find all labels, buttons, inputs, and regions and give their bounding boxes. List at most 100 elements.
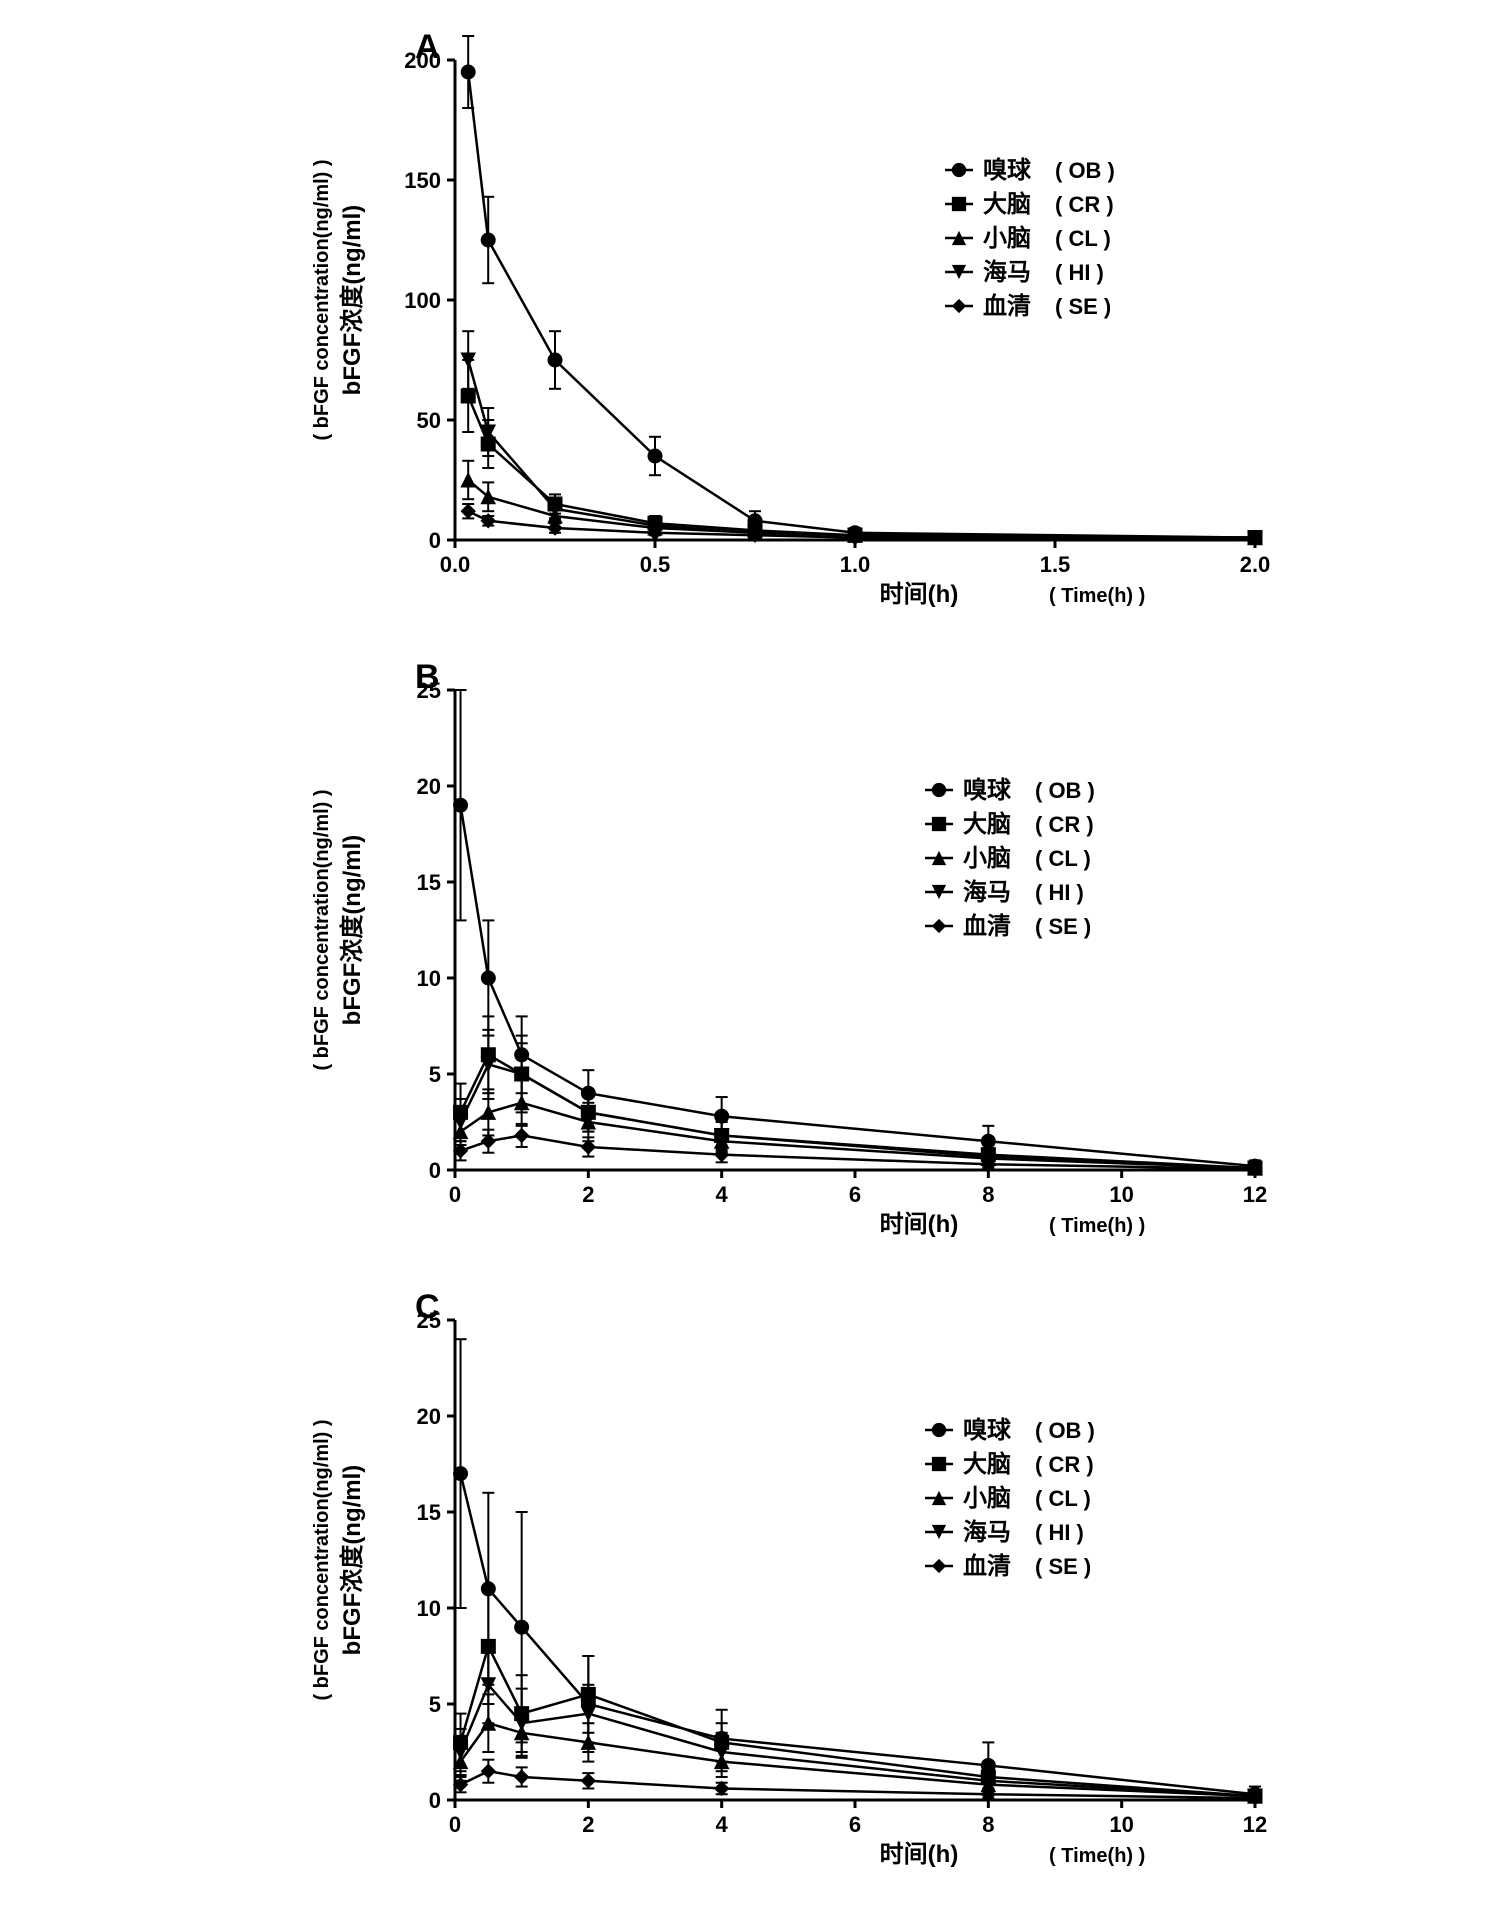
legend-label-cn: 血清 (983, 292, 1031, 320)
legend-label-en: ( OB ) (1035, 778, 1095, 803)
y-tick-label: 20 (416, 774, 440, 799)
y-tick-label: 25 (416, 1308, 440, 1333)
legend-label-en: ( CR ) (1055, 192, 1114, 217)
legend-label-en: ( HI ) (1035, 880, 1084, 905)
legend-marker-ob-icon (931, 1423, 945, 1437)
legend-label-en: ( OB ) (1035, 1418, 1095, 1443)
x-tick-label: 12 (1242, 1812, 1266, 1837)
series-line-se (460, 1771, 1254, 1798)
legend-marker-se-icon (951, 299, 965, 313)
y-tick-label: 0 (428, 528, 440, 553)
axes (455, 60, 1255, 540)
x-tick-label: 6 (848, 1182, 860, 1207)
x-tick-label: 10 (1109, 1812, 1133, 1837)
marker-se (481, 1764, 495, 1778)
x-axis-label-cn: 时间(h) (879, 1841, 958, 1868)
x-tick-label: 4 (715, 1182, 728, 1207)
x-tick-label: 1.0 (839, 552, 870, 577)
x-tick-label: 10 (1109, 1182, 1133, 1207)
y-axis-label-cn: bFGF浓度(ng/ml) (338, 1465, 366, 1656)
y-tick-label: 5 (428, 1062, 440, 1087)
marker-cl (481, 1105, 495, 1119)
x-tick-label: 2 (582, 1182, 594, 1207)
x-tick-label: 0 (448, 1812, 460, 1837)
legend-label-en: ( CL ) (1055, 226, 1111, 251)
legend-label-cn: 海马 (963, 878, 1011, 906)
legend-label-en: ( CR ) (1035, 812, 1094, 837)
marker-ob (514, 1620, 528, 1634)
legend-label-en: ( CL ) (1035, 846, 1091, 871)
x-tick-label: 2 (582, 1812, 594, 1837)
x-axis-label-en: ( Time(h) ) (1049, 1845, 1145, 1867)
legend-label-cn: 大脑 (963, 810, 1011, 838)
marker-ob (461, 65, 475, 79)
x-tick-label: 8 (982, 1812, 994, 1837)
legend-marker-se-icon (931, 1559, 945, 1573)
y-tick-label: 150 (404, 168, 441, 193)
legend-label-en: ( SE ) (1055, 294, 1111, 319)
legend-label-cn: 嗅球 (963, 777, 1012, 804)
y-tick-label: 15 (416, 870, 440, 895)
legend-label-en: ( HI ) (1055, 260, 1104, 285)
legend-marker-cr-icon (951, 197, 965, 211)
legend-marker-cr-icon (931, 817, 945, 831)
marker-ob (453, 798, 467, 812)
legend-label-cn: 小脑 (983, 224, 1031, 252)
x-tick-label: 0 (448, 1182, 460, 1207)
axes (455, 1320, 1255, 1800)
y-tick-label: 100 (404, 288, 441, 313)
marker-ob (481, 233, 495, 247)
marker-se (514, 1128, 528, 1142)
legend-marker-ob-icon (951, 163, 965, 177)
series-line-cr (468, 396, 1255, 538)
marker-se (461, 504, 475, 518)
y-axis-label-en: ( bFGF concentration(ng/ml) ) (311, 789, 333, 1070)
legend-label-cn: 嗅球 (963, 1417, 1012, 1444)
y-axis-label-cn: bFGF浓度(ng/ml) (338, 835, 366, 1026)
y-axis-label-cn: bFGF浓度(ng/ml) (338, 205, 366, 396)
legend-marker-ob-icon (931, 783, 945, 797)
x-tick-label: 2.0 (1239, 552, 1270, 577)
panel-c: C0510152025024681012bFGF浓度(ng/ml)( bFGF … (165, 1280, 1365, 1900)
y-tick-label: 5 (428, 1692, 440, 1717)
y-tick-label: 0 (428, 1788, 440, 1813)
y-tick-label: 25 (416, 678, 440, 703)
y-tick-label: 0 (428, 1158, 440, 1183)
marker-ob (648, 449, 662, 463)
legend-label-en: ( CR ) (1035, 1452, 1094, 1477)
marker-ob (481, 971, 495, 985)
x-tick-label: 6 (848, 1812, 860, 1837)
legend-label-cn: 海马 (963, 1518, 1011, 1546)
series-line-hi (460, 1064, 1254, 1168)
figure-container: A0501001502000.00.51.01.52.0bFGF浓度(ng/ml… (20, 20, 1489, 1910)
x-tick-label: 0.5 (639, 552, 670, 577)
series-line-ob (468, 72, 1255, 538)
legend-label-cn: 小脑 (963, 1484, 1011, 1512)
series-line-ob (460, 1474, 1254, 1795)
marker-ob (548, 353, 562, 367)
y-axis-label-en: ( bFGF concentration(ng/ml) ) (311, 1419, 333, 1700)
legend-label-cn: 嗅球 (983, 157, 1032, 184)
legend-label-en: ( HI ) (1035, 1520, 1084, 1545)
marker-se (514, 1770, 528, 1784)
x-tick-label: 12 (1242, 1182, 1266, 1207)
x-axis-label-en: ( Time(h) ) (1049, 1215, 1145, 1237)
y-tick-label: 15 (416, 1500, 440, 1525)
y-tick-label: 200 (404, 48, 441, 73)
y-tick-label: 50 (416, 408, 440, 433)
legend-label-en: ( SE ) (1035, 1554, 1091, 1579)
marker-cl (461, 473, 475, 487)
series-line-cl (460, 1103, 1254, 1168)
y-tick-label: 10 (416, 1596, 440, 1621)
panel-b: B0510152025024681012bFGF浓度(ng/ml)( bFGF … (165, 650, 1365, 1270)
x-tick-label: 4 (715, 1812, 728, 1837)
y-tick-label: 20 (416, 1404, 440, 1429)
y-axis-label-en: ( bFGF concentration(ng/ml) ) (311, 159, 333, 440)
legend-label-cn: 血清 (963, 912, 1011, 940)
x-tick-label: 0.0 (439, 552, 470, 577)
series-line-ob (460, 805, 1254, 1166)
marker-cr (461, 389, 475, 403)
legend-label-en: ( CL ) (1035, 1486, 1091, 1511)
legend-label-cn: 血清 (963, 1552, 1011, 1580)
legend-label-cn: 小脑 (963, 844, 1011, 872)
